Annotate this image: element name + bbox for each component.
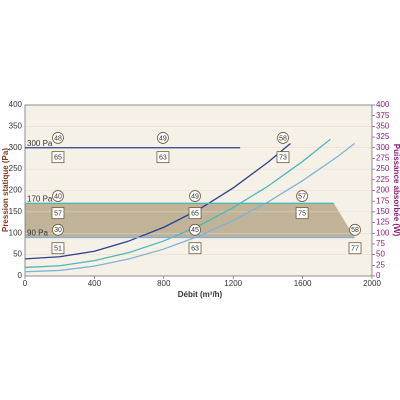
- y2-tick-label: 325: [376, 132, 390, 141]
- annotation-text: 65: [191, 211, 199, 218]
- annotation-circle: [349, 223, 361, 236]
- annotation-box: [188, 207, 202, 220]
- annotation-box: [156, 151, 170, 164]
- annotation-circle: [52, 223, 64, 236]
- annotation-circle: [296, 190, 308, 202]
- annotation-box: [348, 242, 362, 255]
- annotation-circle: [157, 132, 169, 144]
- annotation-text: 63: [159, 154, 167, 161]
- y2-tick-label: 225: [376, 175, 390, 184]
- y-tick-label: 0: [18, 271, 23, 280]
- y2-tick-label: 125: [376, 218, 390, 227]
- annotation-text: 45: [191, 227, 199, 234]
- annotation-circle: [189, 223, 201, 236]
- x-tick-label: 1600: [294, 279, 312, 288]
- annotation-circle: [277, 132, 289, 144]
- curve: [24, 138, 331, 269]
- annotation-circle: [189, 190, 201, 202]
- y2-tick-label: 375: [376, 111, 390, 120]
- annotation-text: 58: [279, 135, 287, 142]
- annotation-text: 57: [298, 193, 306, 200]
- y2-tick-label: 75: [376, 239, 385, 248]
- line-label: 170 Pa: [27, 194, 53, 203]
- annotation-text: 75: [298, 211, 306, 218]
- y2-tick-label: 175: [376, 196, 390, 205]
- annotation-text: 63: [191, 246, 199, 253]
- y-tick-label: 350: [9, 121, 23, 130]
- y-tick-label: 50: [13, 250, 22, 259]
- curve: [24, 142, 356, 273]
- y-axis-label: Pression statique (Pa): [1, 148, 10, 232]
- annotation-text: 65: [54, 154, 62, 161]
- y-tick-label: 250: [9, 164, 23, 173]
- line-label: 300 Pa: [27, 139, 53, 148]
- y-tick-label: 400: [9, 100, 23, 109]
- x-tick-label: 0: [23, 279, 28, 288]
- annotation-circle: [52, 190, 64, 202]
- annotation-circle: [52, 132, 64, 144]
- y2-tick-label: 400: [376, 100, 390, 109]
- x-axis-label: Débit (m³/h): [178, 290, 223, 299]
- annotation-text: 30: [54, 227, 62, 234]
- annotation-text: 77: [351, 246, 359, 253]
- annotation-text: 49: [159, 135, 167, 142]
- x-tick-label: 2000: [363, 279, 381, 288]
- annotation-text: 40: [54, 193, 62, 200]
- y-tick-label: 150: [9, 207, 23, 216]
- y2-tick-label: 150: [376, 207, 390, 216]
- annotation-text: 73: [279, 154, 287, 161]
- y2-tick-label: 350: [376, 121, 390, 130]
- annotation-box: [51, 242, 65, 255]
- annotation-box: [51, 151, 65, 164]
- y-tick-label: 200: [9, 186, 23, 195]
- y2-axis-label: Puissance absorbée (W): [392, 144, 400, 237]
- y2-tick-label: 0: [376, 271, 381, 280]
- plot-frame: [24, 104, 373, 277]
- x-tick-label: 1200: [224, 279, 242, 288]
- annotation-box: [276, 151, 290, 164]
- annotation-text: 49: [191, 193, 199, 200]
- y2-tick-label: 25: [376, 260, 385, 269]
- x-tick-label: 800: [157, 279, 171, 288]
- y2-tick-label: 300: [376, 143, 390, 152]
- annotation-text: 57: [54, 211, 62, 218]
- y-tick-label: 300: [9, 143, 23, 152]
- y-tick-label: 100: [9, 228, 23, 237]
- y2-tick-label: 100: [376, 228, 390, 237]
- annotation-box: [51, 207, 65, 220]
- annotation-text: 51: [54, 246, 62, 253]
- x-tick-label: 400: [88, 279, 102, 288]
- y2-tick-label: 200: [376, 186, 390, 195]
- y2-tick-label: 250: [376, 164, 390, 173]
- y2-tick-label: 275: [376, 154, 390, 163]
- annotation-box: [295, 207, 309, 220]
- y2-tick-label: 50: [376, 250, 385, 259]
- annotation-box: [188, 242, 202, 255]
- line-label: 90 Pa: [27, 229, 48, 238]
- annotation-text: 58: [351, 227, 359, 234]
- curve: [24, 142, 291, 260]
- annotation-text: 48: [54, 135, 62, 142]
